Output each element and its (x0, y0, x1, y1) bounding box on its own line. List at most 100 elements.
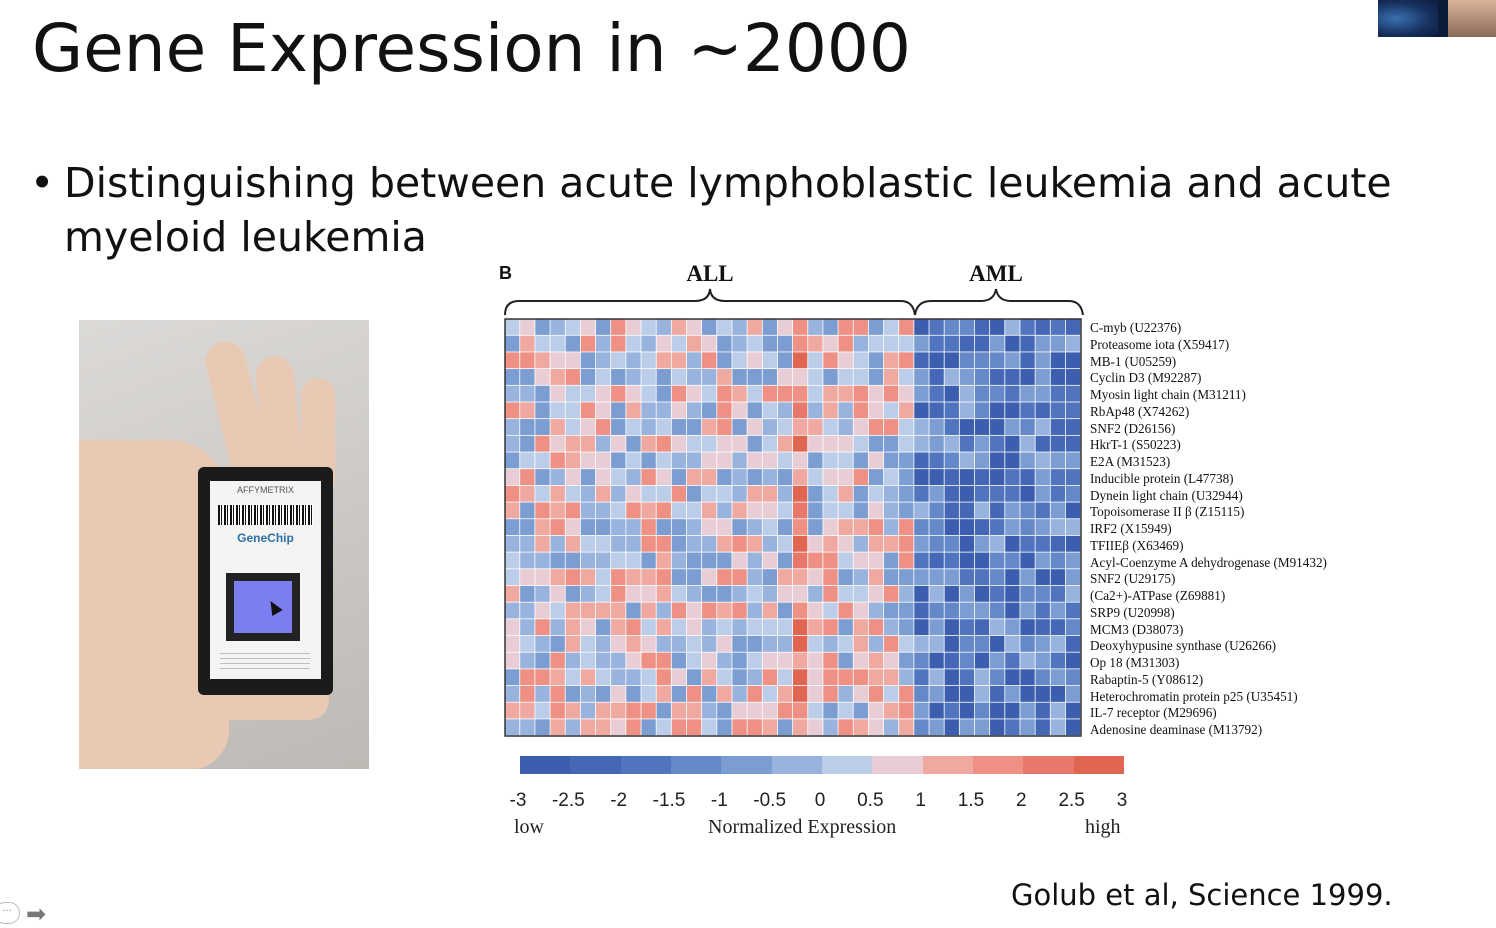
heatmap-cell (990, 569, 1005, 586)
heatmap-cell (944, 519, 959, 536)
heatmap-cell (1050, 685, 1066, 702)
heatmap-cell (565, 369, 580, 385)
heatmap-cell (565, 435, 580, 452)
heatmap-cell (505, 435, 520, 452)
heatmap-cell (747, 619, 762, 636)
heatmap-cell (929, 569, 944, 586)
group-label-all: ALL (686, 261, 733, 286)
heatmap-cell (505, 635, 520, 652)
heatmap-cell (823, 419, 838, 435)
heatmap-cell (990, 402, 1005, 419)
heatmap-cell (686, 452, 702, 469)
heatmap-cell (641, 469, 656, 485)
heatmap-cell (777, 452, 793, 469)
heatmap-cell (1020, 335, 1035, 352)
heatmap-cell (641, 419, 656, 435)
more-icon[interactable]: ··· (0, 902, 20, 924)
heatmap-cell (505, 519, 520, 536)
heatmap-cell (671, 535, 687, 552)
heatmap-cell (1065, 369, 1081, 385)
heatmap-cell (853, 519, 868, 536)
heatmap-cell (580, 652, 596, 669)
heatmap-cell (1050, 402, 1066, 419)
heatmap-cell (535, 385, 550, 402)
heatmap-cell (914, 669, 929, 686)
heatmap-cell (868, 669, 884, 686)
heatmap-cell (793, 569, 808, 586)
heatmap-cell (808, 502, 823, 519)
heatmap-cell (717, 652, 732, 669)
heatmap-cell (868, 385, 884, 402)
heatmap-cell (808, 702, 823, 719)
heatmap-cell (944, 652, 959, 669)
heatmap-cell (656, 319, 671, 335)
heatmap-cell (929, 552, 944, 569)
heatmap-cell (686, 435, 702, 452)
heatmap-cell (1005, 602, 1020, 619)
heatmap-cell (626, 552, 641, 569)
heatmap-cell (929, 335, 944, 352)
heatmap-cell (717, 419, 732, 435)
heatmap-cell (1020, 669, 1035, 686)
heatmap-cell (959, 385, 975, 402)
heatmap-cell (793, 602, 808, 619)
heatmap-cell (793, 635, 808, 652)
heatmap-cell (1035, 419, 1050, 435)
slide-title: Gene Expression in ~2000 (32, 10, 911, 87)
heatmap-cell (656, 702, 671, 719)
heatmap-cell (732, 452, 747, 469)
heatmap-cell (1035, 352, 1050, 369)
heatmap-cell (974, 719, 990, 736)
heatmap-cell (702, 352, 717, 369)
heatmap-cell (671, 585, 687, 602)
chip-barcode (218, 505, 313, 525)
heatmap-cell (1065, 435, 1081, 452)
heatmap-cell (626, 685, 641, 702)
heatmap-cell (580, 469, 596, 485)
heatmap-cell (899, 435, 914, 452)
heatmap-cell (1020, 419, 1035, 435)
heatmap-cell (838, 485, 853, 502)
heatmap-cell (777, 419, 793, 435)
heatmap-cell (535, 685, 550, 702)
heatmap-cell (1050, 319, 1066, 335)
heatmap-cell (565, 635, 580, 652)
colorbar-segment (620, 756, 671, 774)
heatmap-cell (580, 585, 596, 602)
heatmap-cell (550, 369, 565, 385)
heatmap-cell (990, 669, 1005, 686)
heatmap-cell (686, 352, 702, 369)
heatmap-cell (641, 335, 656, 352)
heatmap-cell (717, 319, 732, 335)
heatmap-cell (505, 402, 520, 419)
heatmap-cell (702, 402, 717, 419)
heatmap-cell (990, 685, 1005, 702)
heatmap-cell (732, 619, 747, 636)
colorbar-high-label: high (1085, 816, 1121, 838)
heatmap-cell (777, 602, 793, 619)
heatmap-cell (535, 435, 550, 452)
heatmap-cell (1050, 569, 1066, 586)
heatmap-cell (853, 485, 868, 502)
heatmap-cell (717, 685, 732, 702)
heatmap-cell (929, 502, 944, 519)
heatmap-cell (641, 385, 656, 402)
heatmap-cell (717, 452, 732, 469)
gene-label: Op 18 (M31303) (1090, 655, 1180, 670)
heatmap-cell (686, 319, 702, 335)
heatmap-cell (732, 485, 747, 502)
heatmap-cell (1035, 702, 1050, 719)
next-slide-arrow-icon[interactable]: ➡ (26, 900, 47, 928)
heatmap-cell (899, 669, 914, 686)
heatmap-cell (1050, 652, 1066, 669)
heatmap-cell (868, 335, 884, 352)
heatmap-cell (929, 319, 944, 335)
heatmap-cell (520, 335, 535, 352)
heatmap-cell (793, 585, 808, 602)
heatmap-cell (777, 502, 793, 519)
heatmap-cell (686, 502, 702, 519)
heatmap-cell (595, 452, 611, 469)
heatmap-cell (974, 685, 990, 702)
heatmap-cell (1065, 452, 1081, 469)
heatmap-cell (793, 535, 808, 552)
